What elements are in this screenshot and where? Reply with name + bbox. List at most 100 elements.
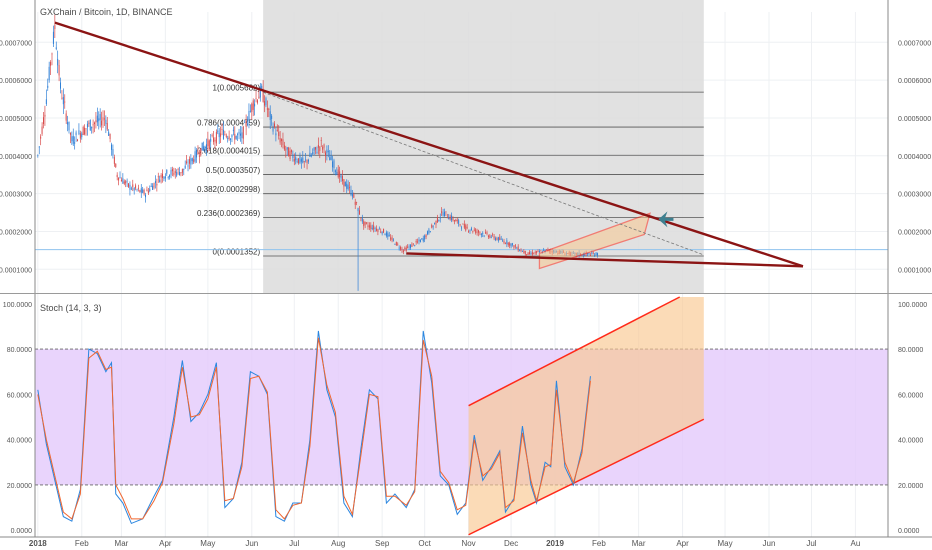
candle-body bbox=[332, 161, 334, 168]
candle-body bbox=[113, 157, 115, 164]
candle-body bbox=[208, 140, 210, 149]
candle-body bbox=[527, 252, 529, 255]
candle-body bbox=[146, 189, 148, 192]
candle-body bbox=[145, 194, 147, 198]
candle-body bbox=[538, 251, 540, 252]
candle-body bbox=[77, 139, 79, 142]
candle-body bbox=[319, 146, 321, 151]
candle-body bbox=[385, 232, 387, 236]
candle-body bbox=[82, 126, 84, 136]
candle-body bbox=[91, 126, 93, 129]
candle-body bbox=[350, 189, 352, 196]
candle-body bbox=[204, 146, 206, 149]
candle-body bbox=[136, 189, 138, 191]
candle-body bbox=[98, 118, 100, 122]
candle-body bbox=[346, 183, 348, 189]
candle-body bbox=[442, 212, 444, 216]
candle-body bbox=[533, 253, 535, 255]
candle-body bbox=[589, 254, 591, 256]
candle-body bbox=[279, 137, 281, 143]
price-axis-label-right: 0.0007000 bbox=[898, 40, 931, 47]
candle-body bbox=[315, 147, 317, 150]
candle-body bbox=[220, 133, 222, 137]
fib-level-label: 1(0.0005682) bbox=[213, 84, 261, 93]
candle-body bbox=[51, 53, 53, 55]
candle-body bbox=[499, 237, 501, 240]
candle-body bbox=[422, 238, 424, 242]
candle-body bbox=[50, 62, 52, 66]
candle-body bbox=[68, 121, 70, 131]
candle-body bbox=[102, 117, 104, 121]
candle-body bbox=[283, 145, 285, 150]
candle-body bbox=[213, 137, 215, 142]
candle-body bbox=[88, 122, 90, 124]
stoch-axis-label-right: 0.0000 bbox=[898, 528, 920, 535]
candle-body bbox=[190, 158, 192, 165]
candle-body bbox=[402, 250, 404, 252]
candle-body bbox=[400, 246, 402, 250]
candle-body bbox=[52, 31, 54, 44]
candle-body bbox=[198, 155, 200, 157]
candle-body bbox=[368, 225, 370, 228]
candle-body bbox=[130, 188, 132, 190]
candle-body bbox=[255, 98, 257, 100]
candle-body bbox=[483, 235, 485, 237]
candle-body bbox=[184, 165, 186, 169]
pane-divider[interactable] bbox=[0, 293, 932, 294]
price-axis-label-left: 0.0004000 bbox=[0, 154, 32, 161]
time-axis-label: 2018 bbox=[29, 539, 47, 548]
candle-body bbox=[293, 159, 295, 162]
candle-body bbox=[269, 111, 271, 120]
candle-body bbox=[69, 132, 71, 135]
candle-body bbox=[503, 240, 505, 244]
candle-body bbox=[61, 97, 63, 99]
candle-body bbox=[425, 234, 427, 238]
candle-body bbox=[349, 187, 351, 189]
fib-retracement-area bbox=[263, 0, 704, 293]
candle-body bbox=[78, 130, 80, 134]
candle-body bbox=[252, 100, 254, 110]
candle-body bbox=[244, 122, 246, 124]
candle-body bbox=[388, 235, 390, 237]
candle-body bbox=[176, 172, 178, 176]
candle-body bbox=[455, 219, 457, 222]
candle-body bbox=[300, 159, 302, 162]
candle-body bbox=[394, 244, 396, 245]
candle-body bbox=[282, 139, 284, 146]
candle-body bbox=[404, 247, 406, 250]
candle-body bbox=[224, 133, 226, 135]
time-axis-label: 2019 bbox=[546, 539, 564, 548]
candle-body bbox=[139, 190, 141, 193]
candle-body bbox=[512, 243, 514, 245]
candle-body bbox=[419, 239, 421, 243]
price-axis-label-right: 0.0005000 bbox=[898, 116, 931, 123]
candle-body bbox=[363, 221, 365, 227]
candle-body bbox=[237, 134, 239, 135]
candle-body bbox=[360, 217, 362, 219]
candle-body bbox=[514, 245, 516, 247]
candle-body bbox=[153, 183, 155, 188]
candle-body bbox=[456, 220, 458, 221]
stoch-axis-label-left: 40.0000 bbox=[7, 438, 32, 445]
candle-body bbox=[448, 218, 450, 220]
candle-body bbox=[38, 146, 40, 148]
candle-body bbox=[409, 245, 411, 249]
stoch-axis-label-right: 60.0000 bbox=[898, 392, 923, 399]
candle-body bbox=[445, 211, 447, 213]
candle-body bbox=[276, 130, 278, 131]
candle-body bbox=[278, 131, 280, 137]
candle-body bbox=[401, 248, 403, 251]
candle-body bbox=[336, 171, 338, 176]
candle-body bbox=[392, 239, 394, 241]
time-axis-label: Feb bbox=[75, 539, 89, 548]
time-axis-label: Apr bbox=[159, 539, 172, 548]
candle-body bbox=[254, 103, 256, 107]
candle-body bbox=[506, 240, 508, 244]
candle-body bbox=[272, 127, 274, 132]
candle-body bbox=[594, 254, 596, 257]
candle-body bbox=[225, 135, 227, 137]
candle-body bbox=[79, 133, 81, 139]
candle-body bbox=[373, 225, 375, 230]
candle-body bbox=[391, 237, 393, 241]
candle-body bbox=[459, 224, 461, 226]
